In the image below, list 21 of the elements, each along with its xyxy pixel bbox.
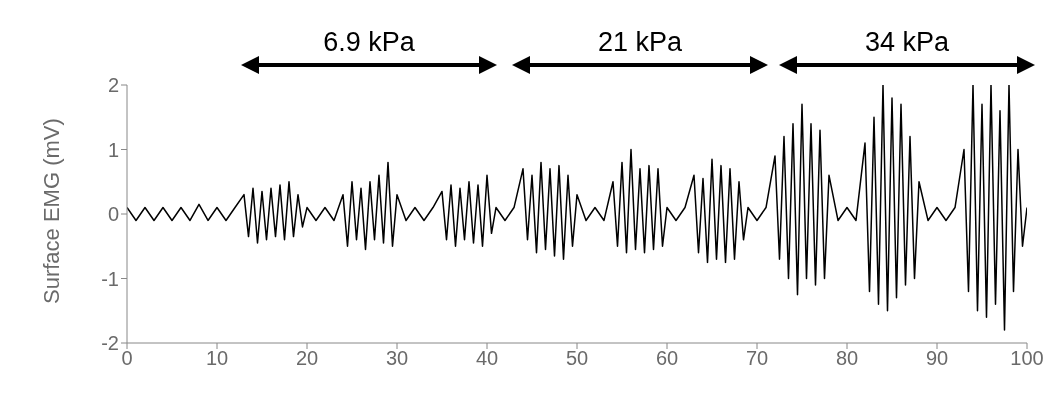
x-tick-label: 0: [121, 347, 133, 370]
x-tick-label: 60: [655, 347, 679, 370]
text: 34 kPa: [864, 27, 951, 57]
x-tick-label: 40: [475, 347, 499, 370]
x-tick-label: 90: [925, 347, 949, 370]
x-tick-label: 80: [835, 347, 859, 370]
y-axis-title: Surface EMG (mV): [38, 118, 64, 304]
text: 6.9 kPa: [323, 27, 416, 57]
x-tick-label: 100: [1010, 347, 1044, 370]
x-tick-label: 50: [565, 347, 589, 370]
y-tick-label: 1: [107, 138, 119, 161]
y-tick-label: -2: [101, 332, 119, 355]
line-series: [127, 85, 1027, 331]
y-tick-label: 2: [107, 74, 119, 97]
x-tick-label: 30: [385, 347, 409, 370]
text: 21 kPa: [597, 27, 684, 57]
x-tick-label: 70: [745, 347, 769, 370]
x-tick-label: 20: [295, 347, 319, 370]
y-tick-label: 0: [107, 203, 119, 226]
y-tick-label: -1: [101, 267, 119, 290]
x-tick-label: 10: [205, 347, 229, 370]
